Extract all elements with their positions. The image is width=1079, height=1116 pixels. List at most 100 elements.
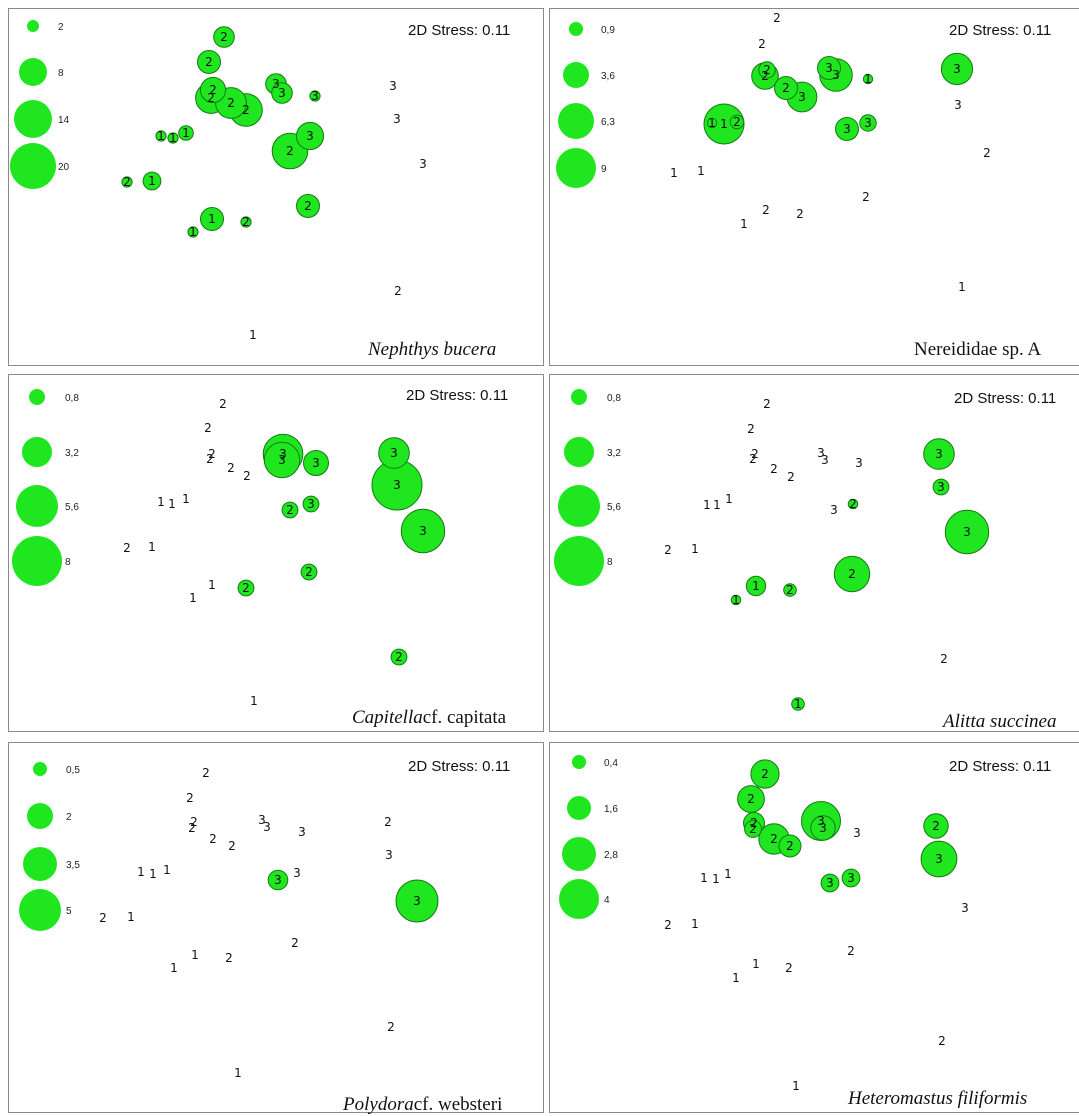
site-group-label: 3 bbox=[385, 848, 393, 862]
site-bubble bbox=[400, 508, 446, 554]
site-bubble bbox=[296, 194, 320, 218]
site-group-label: 1 bbox=[752, 957, 760, 971]
legend-bubble bbox=[23, 847, 57, 881]
site-group-label: 2 bbox=[762, 203, 770, 217]
site-group-label: 2 bbox=[938, 1034, 946, 1048]
site-group-label: 1 bbox=[691, 542, 699, 556]
site-bubble bbox=[833, 555, 871, 593]
site-bubble bbox=[167, 132, 179, 144]
site-group-label: 2 bbox=[220, 30, 228, 44]
legend-value-label: 4 bbox=[604, 895, 610, 906]
legend-bubble bbox=[572, 755, 586, 769]
species-genus: Polydora bbox=[342, 1094, 414, 1114]
site-bubble bbox=[309, 90, 321, 102]
site-group-label: 2 bbox=[770, 832, 778, 846]
site-bubble bbox=[783, 583, 797, 597]
site-group-label: 2 bbox=[847, 944, 855, 958]
site-group-label: 2 bbox=[227, 96, 235, 110]
site-group-label: 1 bbox=[170, 961, 178, 975]
legend-value-label: 14 bbox=[58, 115, 70, 126]
site-group-label: 3 bbox=[279, 447, 287, 461]
site-group-label: 2 bbox=[227, 461, 235, 475]
species-name: Nereididae sp. A bbox=[914, 339, 1041, 360]
site-group-label: 1 bbox=[250, 694, 258, 708]
legend-value-label: 3,2 bbox=[65, 448, 79, 459]
site-bubble bbox=[744, 820, 762, 838]
site-group-label: 1 bbox=[864, 72, 872, 86]
site-bubble bbox=[862, 73, 874, 85]
site-group-label: 1 bbox=[127, 910, 135, 924]
site-group-label: 3 bbox=[937, 480, 945, 494]
site-group-label: 3 bbox=[311, 89, 319, 103]
site-group-label: 3 bbox=[961, 901, 969, 915]
site-group-label: 2 bbox=[796, 207, 804, 221]
site-group-label: 2 bbox=[99, 911, 107, 925]
site-group-label: 2 bbox=[761, 767, 769, 781]
site-group-label: 3 bbox=[963, 525, 971, 539]
site-group-label: 3 bbox=[263, 820, 271, 834]
site-group-label: 1 bbox=[168, 497, 176, 511]
site-group-label: 2 bbox=[787, 470, 795, 484]
site-bubble bbox=[263, 441, 301, 479]
size-legend: 0,5 2 3,5 5 bbox=[19, 762, 80, 931]
site-group-label: 1 bbox=[157, 129, 165, 143]
site-group-label: 1 bbox=[234, 1066, 242, 1080]
site-group-label: 3 bbox=[307, 497, 315, 511]
site-group-label: 2 bbox=[204, 421, 212, 435]
site-group-label: 1 bbox=[191, 948, 199, 962]
size-legend: 0,4 1,6 2,8 4 bbox=[559, 755, 618, 919]
site-group-label: 1 bbox=[148, 540, 156, 554]
site-group-label: 2 bbox=[786, 839, 794, 853]
site-bubble bbox=[920, 840, 958, 878]
site-group-label: 2 bbox=[761, 69, 769, 83]
site-group-label: 3 bbox=[832, 68, 840, 82]
species-name: Heteromastus filiformis bbox=[847, 1088, 1027, 1109]
site-group-label: 1 bbox=[794, 697, 802, 711]
legend-bubble bbox=[564, 437, 594, 467]
site-bubble bbox=[142, 171, 162, 191]
site-group-label: 2 bbox=[750, 816, 758, 830]
site-bubble bbox=[155, 130, 167, 142]
site-group-label: 2 bbox=[291, 936, 299, 950]
stress-label: 2D Stress: 0.11 bbox=[949, 22, 1051, 39]
site-bubble bbox=[859, 114, 877, 132]
site-bubble bbox=[820, 873, 840, 893]
site-group-label: 3 bbox=[419, 524, 427, 538]
plot-frame bbox=[8, 742, 544, 1113]
site-bubble bbox=[758, 61, 776, 79]
site-group-label: 1 bbox=[169, 131, 177, 145]
site-group-label: 1 bbox=[691, 917, 699, 931]
site-group-label: 1 bbox=[670, 166, 678, 180]
site-group-label: 3 bbox=[817, 446, 825, 460]
site-bubble bbox=[729, 114, 745, 130]
legend-value-label: 3,6 bbox=[601, 71, 615, 82]
species-name: Nephthys bucera bbox=[367, 339, 496, 360]
site-group-label: 2 bbox=[751, 447, 759, 461]
site-group-label: 3 bbox=[278, 453, 286, 467]
site-group-label: 2 bbox=[786, 583, 794, 597]
site-bubble bbox=[390, 648, 408, 666]
stress-label: 2D Stress: 0.11 bbox=[406, 387, 508, 404]
site-bubble bbox=[240, 216, 252, 228]
site-group-label: 3 bbox=[413, 894, 421, 908]
site-group-label: 2 bbox=[747, 422, 755, 436]
site-group-label: 2 bbox=[664, 543, 672, 557]
site-bubble bbox=[303, 450, 329, 476]
species-name-genus: Polydoracf. websteri bbox=[342, 1094, 502, 1114]
site-group-label: 3 bbox=[853, 826, 861, 840]
site-group-label: 2 bbox=[849, 497, 857, 511]
legend-value-label: 20 bbox=[58, 162, 70, 173]
legend-bubble bbox=[556, 148, 596, 188]
site-group-label: 2 bbox=[848, 567, 856, 581]
plot-frame bbox=[549, 374, 1079, 732]
legend-bubble bbox=[569, 22, 583, 36]
legend-bubble bbox=[559, 879, 599, 919]
